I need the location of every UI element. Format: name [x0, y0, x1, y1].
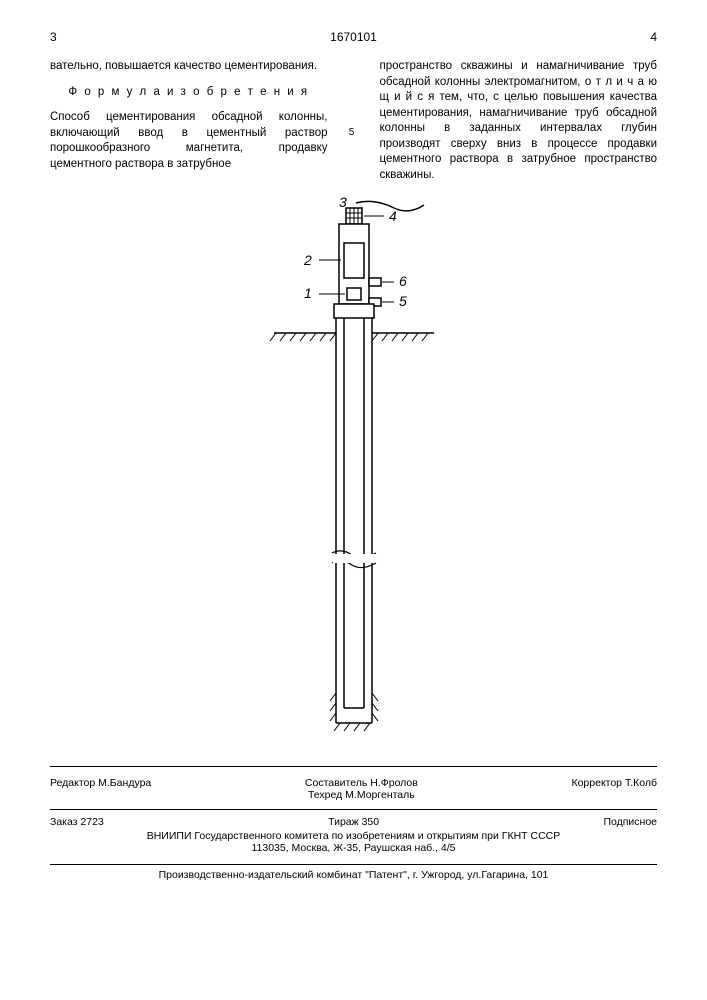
- editor: Редактор М.Бандура: [50, 777, 151, 801]
- page-num-right: 4: [650, 30, 657, 44]
- left-para1: вательно, повышается качество цементиро­…: [50, 59, 328, 75]
- header: 3 1670101 4: [50, 30, 657, 44]
- fig-label-6: 6: [399, 273, 407, 289]
- left-column: вательно, повышается качество цементиро­…: [50, 59, 328, 183]
- line-marker-col: 5: [348, 59, 360, 183]
- page: 3 1670101 4 вательно, повышается качеств…: [0, 0, 707, 915]
- org-line2: 113035, Москва, Ж-35, Раушская наб., 4/5: [50, 842, 657, 854]
- body-columns: вательно, повышается качество цементиро­…: [50, 59, 657, 183]
- line-marker-5: 5: [349, 127, 355, 138]
- circulation: Тираж 350: [328, 816, 379, 828]
- right-column: пространство скважины и намагничивание т…: [380, 59, 658, 183]
- left-para2: Способ цементирования обсадной ко­лонны,…: [50, 110, 328, 172]
- page-num-left: 3: [50, 30, 57, 44]
- fig-label-4: 4: [389, 208, 397, 224]
- figure: 3 4 2 6: [244, 193, 464, 756]
- org-line1: ВНИИПИ Государственного комитета по изоб…: [50, 830, 657, 842]
- footer-credits: Редактор М.Бандура Составитель Н.Фролов …: [50, 775, 657, 803]
- footer: Редактор М.Бандура Составитель Н.Фролов …: [50, 766, 657, 885]
- footer-order: Заказ 2723 Тираж 350 Подписное ВНИИПИ Го…: [50, 809, 657, 858]
- formula-title: Ф о р м у л а и з о б р е т е н и я: [50, 85, 328, 101]
- fig-label-5: 5: [399, 293, 407, 309]
- subscription: Подписное: [603, 816, 657, 828]
- corrector: Корректор Т.Колб: [571, 777, 657, 801]
- fig-label-2: 2: [303, 252, 312, 268]
- patent-number: 1670101: [330, 30, 377, 44]
- compiler-techred: Составитель Н.Фролов Техред М.Моргенталь: [305, 777, 418, 801]
- right-para: пространство скважины и намагничивание т…: [380, 59, 658, 183]
- figure-container: 3 4 2 6: [50, 193, 657, 756]
- footer-printer: Производственно-издательский комбинат "П…: [50, 864, 657, 885]
- fig-label-1: 1: [304, 285, 312, 301]
- order: Заказ 2723: [50, 816, 104, 828]
